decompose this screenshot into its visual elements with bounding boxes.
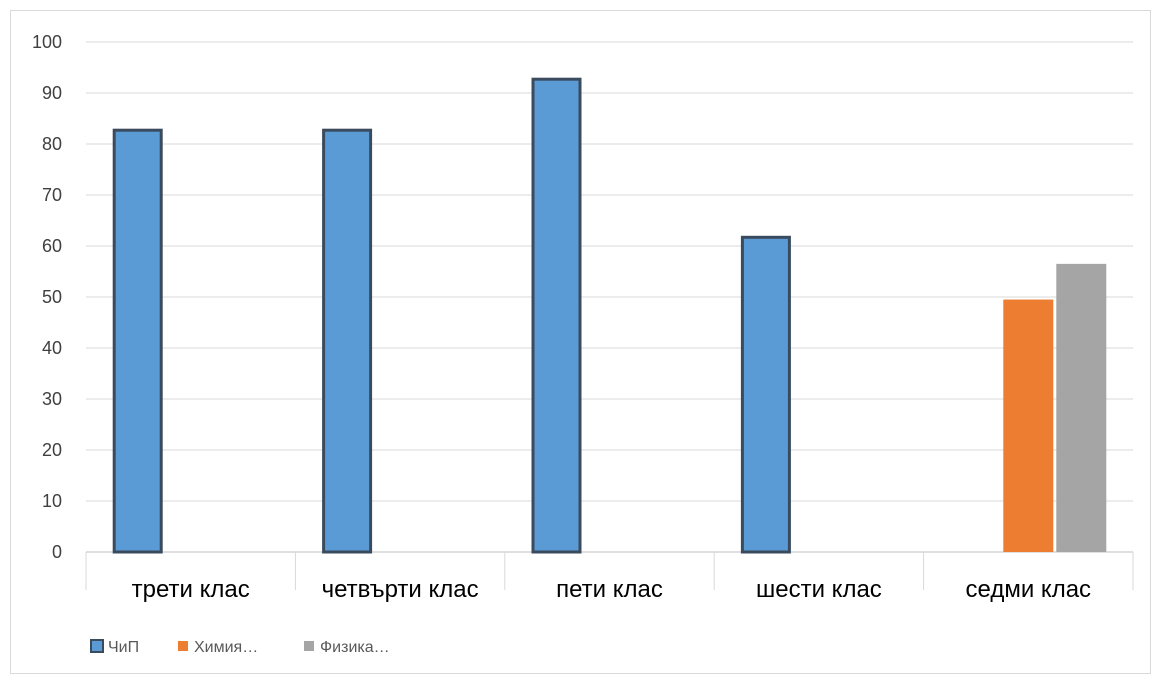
y-tick-label: 60: [42, 236, 62, 256]
legend-swatch: [304, 641, 314, 651]
y-tick-label: 50: [42, 287, 62, 307]
legend-label: Химия…: [194, 639, 258, 656]
legend-swatch: [90, 639, 104, 653]
bar-чип-3: [740, 235, 791, 554]
y-tick-label: 70: [42, 185, 62, 205]
y-tick-label: 100: [32, 32, 62, 52]
bar-чип-1: [322, 128, 373, 554]
bar-чип-2: [531, 77, 582, 554]
bar-чип-0: [112, 128, 163, 554]
x-tick-label: шести клас: [756, 576, 882, 603]
y-tick-label: 0: [52, 542, 62, 562]
x-tick-label: седми клас: [966, 576, 1092, 603]
legend-swatch: [178, 641, 188, 651]
x-tick-label: трети клас: [132, 576, 250, 603]
bar-физика-4: [1056, 263, 1107, 552]
x-tick-label: пети клас: [556, 576, 663, 603]
legend-label: Физика…: [320, 639, 390, 656]
y-tick-label: 80: [42, 134, 62, 154]
y-tick-label: 20: [42, 440, 62, 460]
x-tick-label: четвърти клас: [322, 576, 479, 603]
y-tick-label: 40: [42, 338, 62, 358]
y-tick-label: 10: [42, 491, 62, 511]
y-tick-label: 90: [42, 83, 62, 103]
legend-label: ЧиП: [108, 639, 139, 656]
y-tick-label: 30: [42, 389, 62, 409]
bar-химия-4: [1003, 299, 1054, 552]
